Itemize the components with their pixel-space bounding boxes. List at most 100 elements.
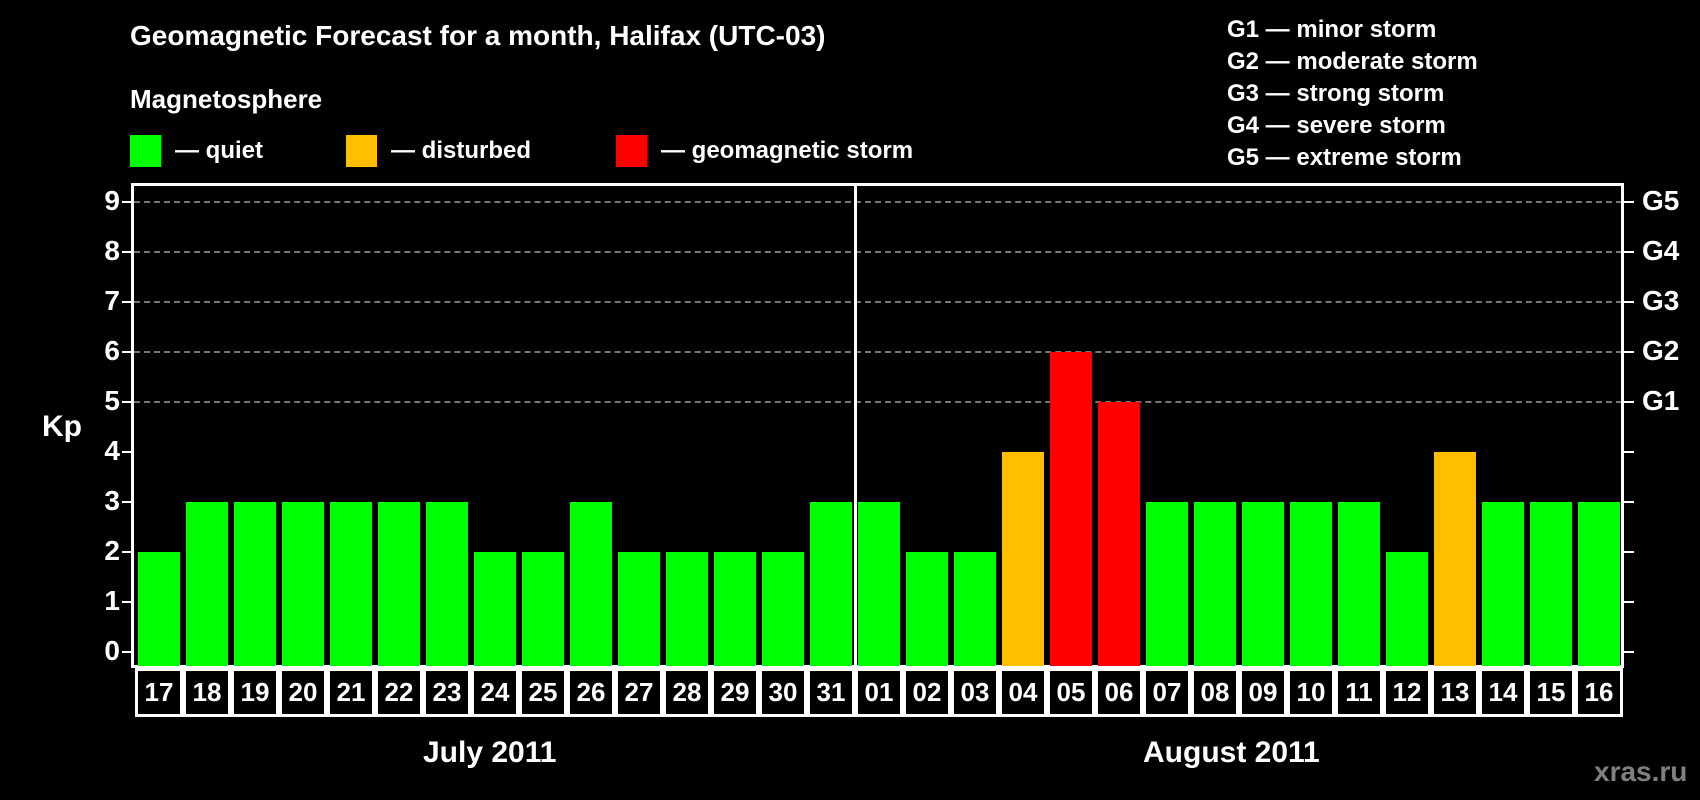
date-label: 22 [375, 668, 423, 717]
kp-bar [186, 502, 228, 666]
right-y-tick [1624, 651, 1634, 653]
date-label: 31 [807, 668, 855, 717]
date-label: 18 [183, 668, 231, 717]
y-tick-label: 4 [104, 435, 120, 466]
date-label: 17 [135, 668, 183, 717]
date-label: 25 [519, 668, 567, 717]
date-label: 16 [1575, 668, 1623, 717]
date-label: 09 [1239, 668, 1287, 717]
g-scale-label: G2 [1642, 335, 1680, 366]
date-label: 21 [327, 668, 375, 717]
legend-disturbed: — disturbed [346, 135, 531, 167]
g-scale-label: G4 [1642, 235, 1680, 266]
g5-description: G5 — extreme storm [1227, 144, 1462, 171]
date-label: 08 [1191, 668, 1239, 717]
date-label: 14 [1479, 668, 1527, 717]
kp-bar [1290, 502, 1332, 666]
plot-area [131, 183, 1624, 668]
kp-bar [618, 552, 660, 666]
gridline [134, 301, 1622, 303]
y-tick [122, 651, 132, 653]
kp-bar [378, 502, 420, 666]
watermark: xras.ru [1594, 756, 1688, 787]
kp-bar [954, 552, 996, 666]
right-y-tick [1624, 201, 1634, 203]
kp-bar [858, 502, 900, 666]
y-tick-label: 9 [104, 185, 120, 216]
date-label: 29 [711, 668, 759, 717]
kp-bar [906, 552, 948, 666]
kp-bar [1194, 502, 1236, 666]
legend-storm-label: — geomagnetic storm [661, 137, 914, 164]
kp-bar [714, 552, 756, 666]
kp-bar [522, 552, 564, 666]
kp-bar [1434, 452, 1476, 666]
g-scale-label: G1 [1642, 385, 1680, 416]
y-tick-label: 6 [104, 335, 120, 366]
date-label: 02 [903, 668, 951, 717]
g4-description: G4 — severe storm [1227, 112, 1446, 139]
g-scale-label: G3 [1642, 285, 1680, 316]
kp-bar [426, 502, 468, 666]
date-label: 26 [567, 668, 615, 717]
right-y-tick [1624, 551, 1634, 553]
kp-bar [1386, 552, 1428, 666]
kp-bar [1338, 502, 1380, 666]
right-y-tick [1624, 401, 1634, 403]
date-label: 03 [951, 668, 999, 717]
date-label: 23 [423, 668, 471, 717]
y-tick [122, 251, 132, 253]
date-label: 11 [1335, 668, 1383, 717]
g-scale-label: G5 [1642, 185, 1680, 216]
date-label: 20 [279, 668, 327, 717]
kp-bar [1530, 502, 1572, 666]
y-tick-label: 7 [104, 285, 120, 316]
y-tick-label: 8 [104, 235, 120, 266]
date-label: 07 [1143, 668, 1191, 717]
kp-bar [282, 502, 324, 666]
date-label: 30 [759, 668, 807, 717]
date-label: 24 [471, 668, 519, 717]
month-label-july: July 2011 [423, 736, 557, 769]
right-y-tick [1624, 351, 1634, 353]
y-tick [122, 401, 132, 403]
y-tick-label: 0 [104, 635, 120, 666]
right-y-tick [1624, 601, 1634, 603]
gridline [134, 401, 1622, 403]
kp-bar [1578, 502, 1620, 666]
g2-description: G2 — moderate storm [1227, 48, 1478, 75]
legend-storm: — geomagnetic storm [616, 135, 913, 167]
gridline [134, 251, 1622, 253]
gridline [134, 351, 1622, 353]
disturbed-swatch [346, 135, 377, 167]
date-label: 06 [1095, 668, 1143, 717]
y-tick [122, 501, 132, 503]
kp-bar [810, 502, 852, 666]
right-y-tick [1624, 301, 1634, 303]
y-tick [122, 451, 132, 453]
g3-description: G3 — strong storm [1227, 80, 1445, 107]
date-label: 10 [1287, 668, 1335, 717]
y-tick [122, 551, 132, 553]
kp-bar [1146, 502, 1188, 666]
y-tick [122, 601, 132, 603]
y-tick-label: 5 [104, 385, 120, 416]
kp-bar [1098, 402, 1140, 666]
y-tick [122, 201, 132, 203]
date-label: 05 [1047, 668, 1095, 717]
g-scale-legend: G1 — minor storm G2 — moderate storm G3 … [1227, 14, 1478, 174]
g1-description: G1 — minor storm [1227, 16, 1437, 43]
legend-quiet: — quiet [130, 135, 263, 167]
legend-disturbed-label: — disturbed [391, 137, 532, 164]
y-tick [122, 301, 132, 303]
quiet-swatch [130, 135, 161, 167]
date-label: 12 [1383, 668, 1431, 717]
chart-title: Geomagnetic Forecast for a month, Halifa… [130, 20, 826, 51]
kp-bar [234, 502, 276, 666]
y-tick [122, 351, 132, 353]
gridline [134, 201, 1622, 203]
kp-bar [1242, 502, 1284, 666]
month-divider [854, 183, 857, 668]
right-y-tick [1624, 501, 1634, 503]
month-label-august: August 2011 [1143, 736, 1320, 769]
